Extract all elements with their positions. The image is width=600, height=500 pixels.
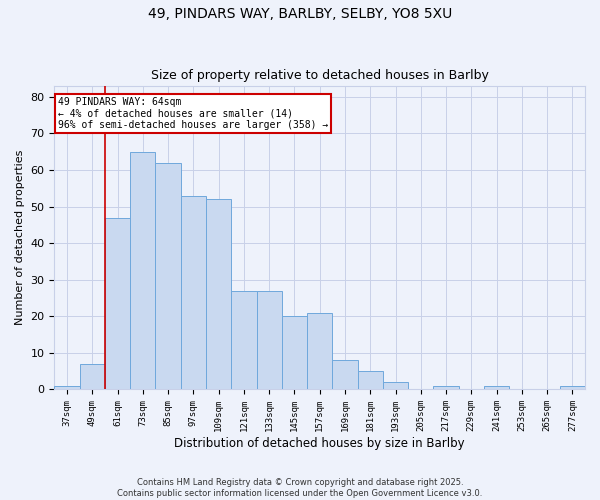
Bar [433, 386, 458, 390]
Bar [231, 290, 257, 390]
Bar [282, 316, 307, 390]
Bar [55, 386, 80, 390]
Title: Size of property relative to detached houses in Barlby: Size of property relative to detached ho… [151, 69, 488, 82]
Bar [484, 386, 509, 390]
Bar [383, 382, 408, 390]
Bar [80, 364, 105, 390]
Y-axis label: Number of detached properties: Number of detached properties [15, 150, 25, 326]
Text: 49 PINDARS WAY: 64sqm
← 4% of detached houses are smaller (14)
96% of semi-detac: 49 PINDARS WAY: 64sqm ← 4% of detached h… [58, 97, 328, 130]
Bar [130, 152, 155, 390]
Bar [307, 312, 332, 390]
Bar [560, 386, 585, 390]
Text: Contains HM Land Registry data © Crown copyright and database right 2025.
Contai: Contains HM Land Registry data © Crown c… [118, 478, 482, 498]
Bar [332, 360, 358, 390]
Bar [206, 200, 231, 390]
Bar [358, 371, 383, 390]
X-axis label: Distribution of detached houses by size in Barlby: Distribution of detached houses by size … [175, 437, 465, 450]
Bar [257, 290, 282, 390]
Bar [155, 162, 181, 390]
Bar [181, 196, 206, 390]
Text: 49, PINDARS WAY, BARLBY, SELBY, YO8 5XU: 49, PINDARS WAY, BARLBY, SELBY, YO8 5XU [148, 8, 452, 22]
Bar [105, 218, 130, 390]
